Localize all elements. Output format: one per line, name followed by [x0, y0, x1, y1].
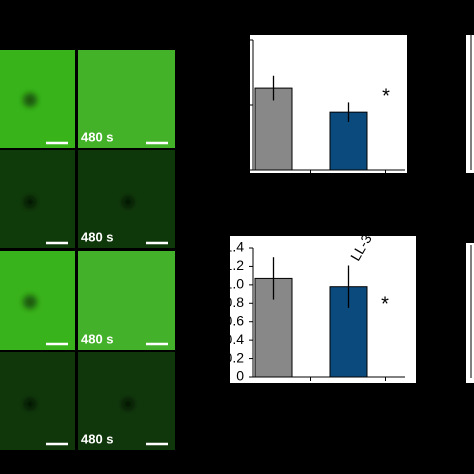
bar-chart: 00.20.40.60.81.01.21.4*LL-3: [225, 236, 416, 384]
y-tick-label: 0.6: [225, 312, 245, 328]
image: [0, 251, 75, 350]
micrographs: 480 s 480 s 480 s 480 s: [0, 50, 175, 450]
y-tick-label: 1.2: [225, 257, 245, 273]
scale-bars: [46, 141, 168, 446]
spot: [25, 399, 35, 409]
time-label: 480 s: [81, 129, 114, 144]
image: [0, 352, 75, 450]
time-label: 480 s: [81, 431, 114, 446]
time-labels: 480 s 480 s 480 s 480 s: [81, 129, 114, 446]
y-tick-label: 1.4: [225, 239, 245, 255]
significance-mark: *: [381, 293, 389, 315]
y-tick-label: 0: [236, 368, 244, 384]
spot: [123, 399, 133, 409]
image: [78, 251, 175, 350]
spot: [23, 295, 37, 309]
cropped-chart: [466, 35, 474, 173]
bar-chart: *: [249, 35, 407, 174]
image: [0, 50, 75, 148]
y-tick-label: 0.4: [225, 331, 245, 347]
spot: [23, 93, 37, 107]
charts: *00.20.40.60.81.01.21.4*LL-3: [225, 35, 416, 384]
spot: [25, 197, 35, 207]
image: [78, 50, 175, 148]
spot: [123, 197, 133, 207]
cropped-chart: [466, 243, 474, 383]
y-tick-label: 1.0: [225, 276, 245, 292]
y-tick-label: 0.2: [225, 349, 245, 365]
bar: [254, 87, 293, 171]
significance-mark: *: [382, 85, 390, 107]
time-label: 480 s: [81, 331, 114, 346]
time-label: 480 s: [81, 229, 114, 244]
y-tick-label: 0.8: [225, 294, 245, 310]
image: [0, 150, 75, 248]
